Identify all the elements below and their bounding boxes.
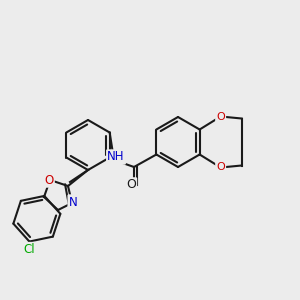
Text: NH: NH <box>107 151 125 164</box>
Text: O: O <box>216 112 225 122</box>
Text: N: N <box>69 196 77 208</box>
Text: O: O <box>44 173 54 187</box>
Text: O: O <box>216 163 225 172</box>
Text: O: O <box>126 178 136 191</box>
Text: Cl: Cl <box>24 243 35 256</box>
